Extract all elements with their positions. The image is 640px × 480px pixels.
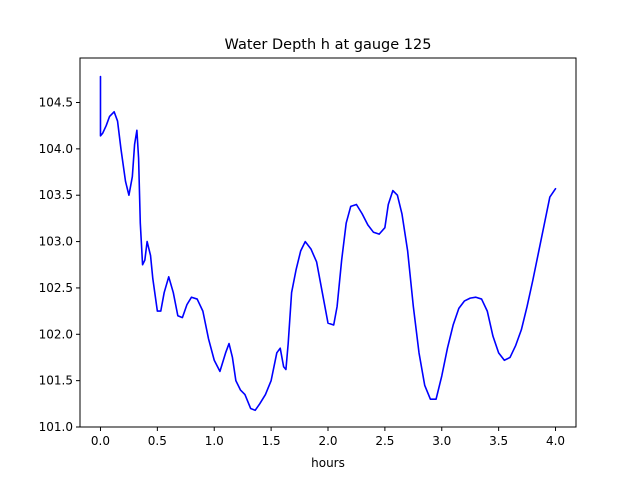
x-tick-label: 3.5 — [489, 434, 508, 448]
x-tick-label: 4.0 — [546, 434, 565, 448]
y-tick-label: 104.5 — [39, 96, 73, 110]
y-tick-label: 102.0 — [39, 327, 73, 341]
y-tick-label: 102.5 — [39, 281, 73, 295]
x-tick-label: 0.0 — [91, 434, 110, 448]
x-tick-label: 1.0 — [205, 434, 224, 448]
x-tick-label: 3.0 — [432, 434, 451, 448]
x-tick-label: 0.5 — [148, 434, 167, 448]
x-axis-label: hours — [311, 456, 345, 470]
y-tick-label: 103.0 — [39, 235, 73, 249]
y-tick-label: 104.0 — [39, 142, 73, 156]
y-tick-label: 103.5 — [39, 188, 73, 202]
x-tick-label: 1.5 — [262, 434, 281, 448]
chart-title: Water Depth h at gauge 125 — [225, 37, 432, 53]
y-tick-label: 101.5 — [39, 374, 73, 388]
x-tick-label: 2.0 — [318, 434, 337, 448]
x-tick-label: 2.5 — [375, 434, 394, 448]
y-tick-label: 101.0 — [39, 420, 73, 434]
plot-area: 0.0 0.5 1.0 1.5 2.0 2.5 3.0 3.5 4.0 101.0 101.5 102… — [39, 57, 577, 448]
series-line-0 — [99, 75, 557, 412]
